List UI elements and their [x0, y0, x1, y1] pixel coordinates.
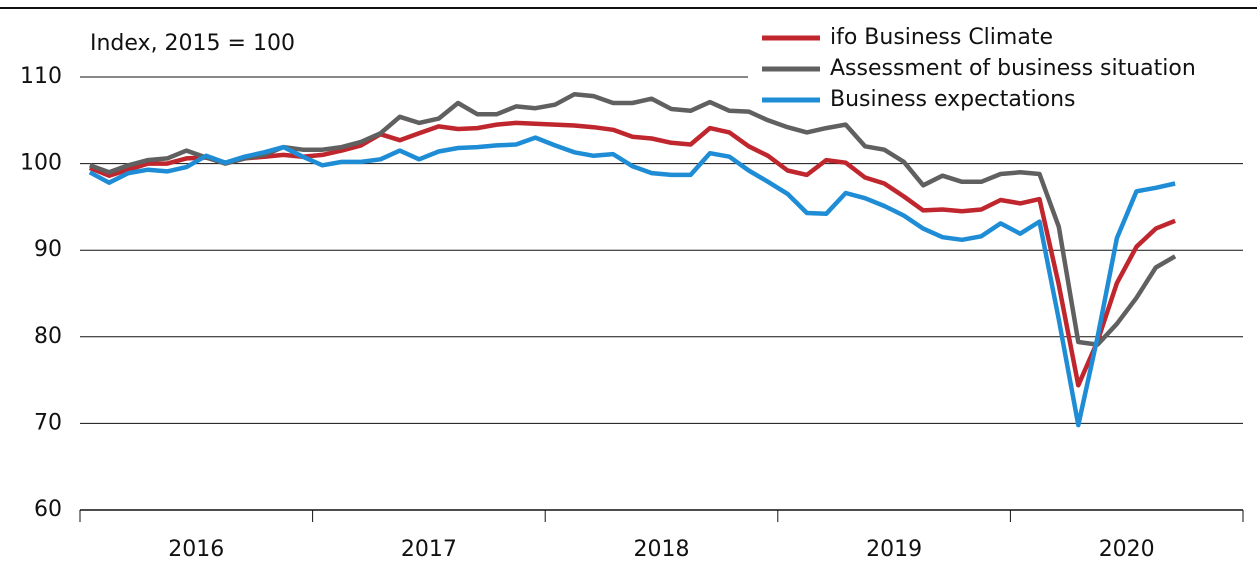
y-tick-label: 100 — [20, 151, 62, 176]
legend-label: Business expectations — [830, 87, 1075, 112]
legend-background — [748, 20, 1253, 120]
y-tick-label: 70 — [34, 410, 62, 435]
legend-label: Assessment of business situation — [830, 56, 1196, 81]
legend-label: ifo Business Climate — [830, 25, 1053, 50]
x-tick-label: 2020 — [1099, 537, 1155, 562]
y-tick-label: 60 — [34, 497, 62, 522]
series-line — [88, 135, 1176, 428]
x-tick-label: 2018 — [634, 537, 690, 562]
x-tick-label: 2016 — [168, 537, 224, 562]
y-tick-label: 80 — [34, 324, 62, 349]
x-tick-label: 2019 — [866, 537, 922, 562]
y-tick-label: 110 — [20, 64, 62, 89]
series-line — [88, 120, 1176, 388]
y-axis-label: Index, 2015 = 100 — [90, 31, 295, 56]
x-tick-label: 2017 — [401, 537, 457, 562]
y-tick-label: 90 — [34, 237, 62, 262]
series-line — [89, 92, 1177, 347]
